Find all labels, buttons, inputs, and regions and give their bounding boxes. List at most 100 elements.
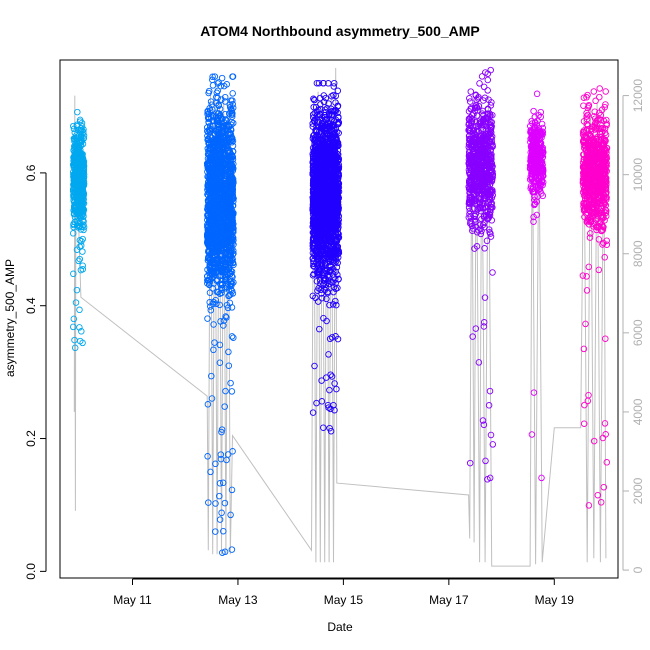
data-point <box>78 202 86 209</box>
data-point <box>70 270 77 278</box>
x-axis-label: Date <box>327 620 353 634</box>
data-point <box>73 182 81 190</box>
data-point <box>225 348 232 356</box>
data-point <box>218 286 226 294</box>
data-point <box>74 197 81 204</box>
data-point <box>221 98 229 105</box>
data-point <box>218 509 225 517</box>
data-point <box>221 403 228 410</box>
data-point <box>227 286 235 294</box>
data-point <box>77 152 84 160</box>
data-point <box>228 248 235 256</box>
data-point <box>210 298 217 306</box>
data-point <box>214 120 222 128</box>
data-point <box>76 116 84 124</box>
data-point <box>213 109 220 117</box>
data-point <box>206 299 213 306</box>
data-point <box>70 203 78 211</box>
data-point <box>72 299 80 306</box>
series-1 <box>69 108 88 352</box>
data-point <box>222 275 229 282</box>
data-point <box>228 138 236 146</box>
data-point <box>73 286 81 294</box>
data-point <box>204 401 212 408</box>
data-point <box>212 126 220 133</box>
data-point <box>205 499 212 506</box>
data-point <box>218 426 226 433</box>
data-point <box>77 125 85 132</box>
data-point <box>217 451 225 458</box>
data-point <box>204 453 211 460</box>
data-point <box>70 122 77 130</box>
data-point <box>207 468 214 476</box>
data-point <box>227 511 234 519</box>
data-point <box>229 90 236 97</box>
data-point <box>221 93 229 101</box>
data-point <box>208 395 216 402</box>
data-point <box>225 147 233 154</box>
data-point <box>229 119 237 127</box>
data-point <box>216 301 223 309</box>
data-point <box>227 379 234 387</box>
data-point <box>74 108 81 116</box>
data-point <box>80 206 88 214</box>
data-point <box>210 346 217 354</box>
data-point <box>77 193 85 201</box>
data-point <box>70 315 78 323</box>
data-point <box>76 255 84 263</box>
data-point <box>70 191 77 199</box>
data-point <box>80 213 87 220</box>
data-point <box>77 156 84 163</box>
data-point <box>70 161 78 169</box>
data-point <box>69 323 77 331</box>
data-point <box>75 188 83 195</box>
data-point <box>211 339 218 346</box>
data-point <box>215 79 222 86</box>
data-point <box>76 169 83 177</box>
y-axis-label: asymmetry_500_AMP <box>3 259 17 377</box>
data-point <box>221 548 229 556</box>
data-point <box>76 163 84 171</box>
data-point <box>216 122 223 129</box>
data-point <box>76 337 84 345</box>
data-point <box>77 266 85 274</box>
data-point <box>209 73 216 81</box>
data-point <box>222 313 229 320</box>
data-point <box>76 219 84 227</box>
data-point <box>224 451 232 458</box>
data-point <box>73 121 81 129</box>
data-point <box>75 184 82 191</box>
data-point <box>217 455 225 463</box>
data-point <box>204 132 211 140</box>
data-point <box>77 132 85 139</box>
data-point <box>209 285 216 292</box>
data-point <box>79 235 86 243</box>
data-point <box>229 142 237 150</box>
data-point <box>69 230 77 237</box>
data-point <box>73 174 81 182</box>
points-layer <box>69 66 611 556</box>
data-point <box>214 80 222 87</box>
data-point <box>80 226 87 234</box>
data-point <box>211 73 219 80</box>
data-point <box>228 388 236 395</box>
data-point <box>218 74 226 82</box>
data-point <box>72 207 79 215</box>
data-point <box>80 179 87 187</box>
data-point <box>216 290 224 297</box>
data-point <box>221 499 229 507</box>
data-point <box>79 248 86 255</box>
data-point <box>215 288 222 296</box>
data-point <box>219 132 227 139</box>
data-point <box>205 89 212 97</box>
data-point <box>219 549 226 556</box>
data-point <box>74 144 81 152</box>
data-point <box>212 460 219 468</box>
data-point <box>223 314 230 321</box>
data-point <box>204 315 211 322</box>
data-point <box>70 181 77 188</box>
data-point <box>77 242 85 249</box>
data-point <box>78 212 86 219</box>
data-point <box>79 262 86 269</box>
